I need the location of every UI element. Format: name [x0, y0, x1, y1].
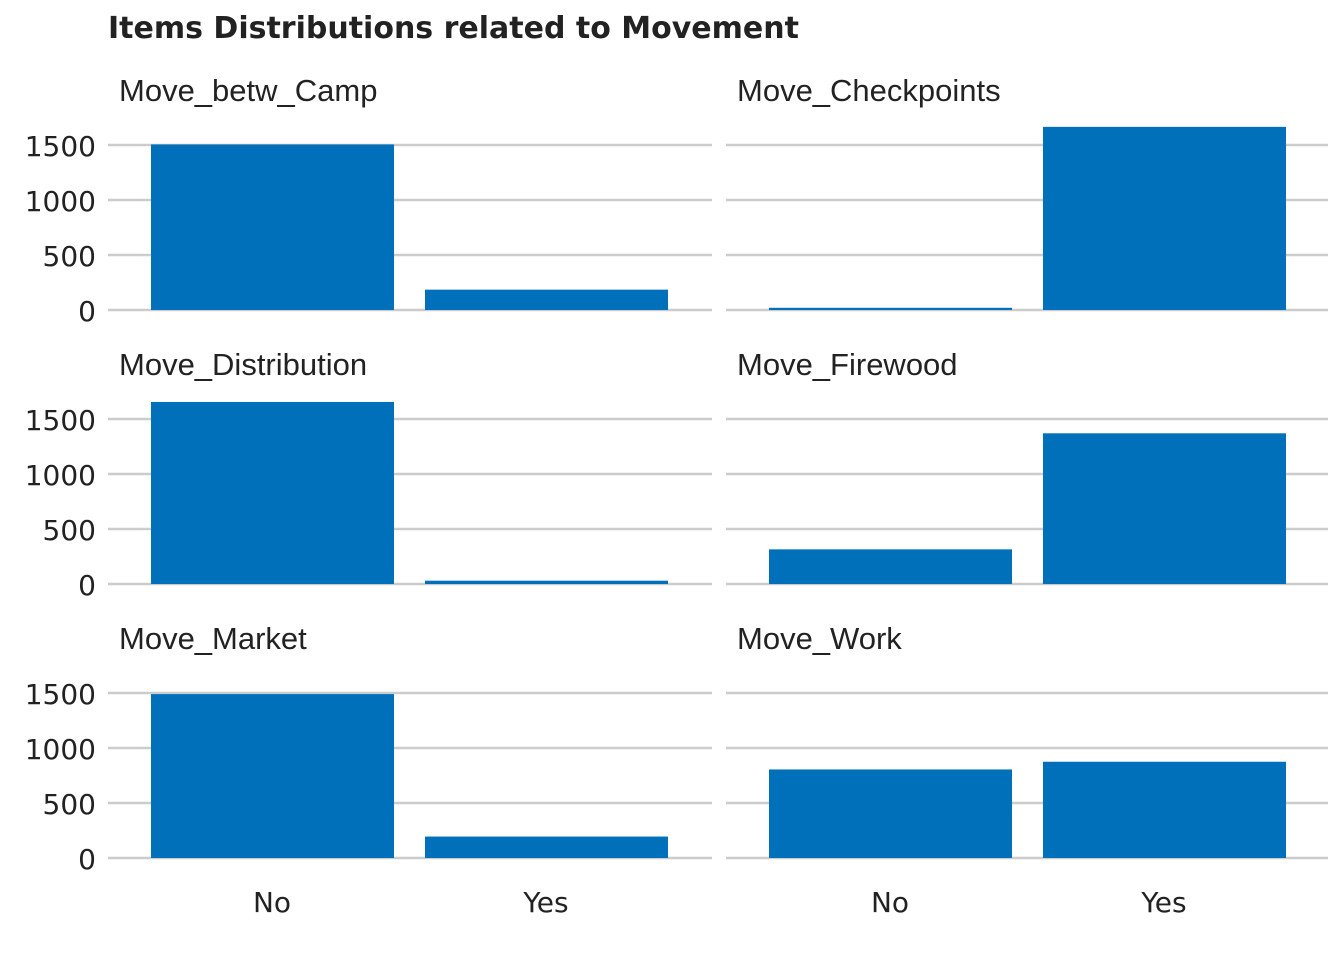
bar-yes [425, 836, 668, 858]
panel-move-checkpoints: Move_Checkpoints [726, 73, 1328, 312]
chart-panels: Move_betw_Camp 0 500 1000 1500 Move_Checkpoin… [25, 73, 1328, 919]
bar-no [769, 549, 1012, 584]
x-tick-label: Yes [1140, 886, 1186, 919]
y-tick-label: 0 [78, 843, 96, 876]
bar-yes [1043, 126, 1286, 310]
bar-yes [1043, 433, 1286, 584]
chart-title: Items Distributions related to Movement [108, 11, 799, 46]
panel-move-firewood: Move_Firewood [726, 347, 1328, 586]
panel-title: Move_Distribution [119, 347, 367, 382]
panel-title: Move_Market [119, 621, 307, 656]
panel-title: Move_Work [737, 621, 902, 656]
panel-title: Move_Firewood [737, 347, 958, 382]
y-tick-label: 1500 [25, 130, 96, 163]
y-tick-label: 1500 [25, 404, 96, 437]
y-tick-label: 0 [78, 569, 96, 602]
y-tick-label: 500 [43, 240, 96, 273]
y-tick-label: 1500 [25, 678, 96, 711]
panel-move-betw-camp: Move_betw_Camp 0 500 1000 1500 [25, 73, 712, 328]
panel-move-distribution: Move_Distribution 0 500 1000 1500 [25, 347, 712, 602]
y-tick-label: 1000 [25, 459, 96, 492]
y-tick-label: 500 [43, 514, 96, 547]
bar-no [151, 401, 394, 584]
bar-no [151, 694, 394, 858]
x-tick-label: Yes [522, 886, 568, 919]
panel-move-work: Move_Work No Yes [726, 621, 1328, 919]
x-tick-label: No [871, 886, 909, 919]
panel-move-market: Move_Market 0 500 1000 1500 No Yes [25, 621, 712, 919]
panel-title: Move_betw_Camp [119, 73, 377, 108]
bar-yes [1043, 761, 1286, 858]
bar-no [151, 144, 394, 310]
y-tick-label: 1000 [25, 185, 96, 218]
bar-yes [425, 580, 668, 584]
panel-title: Move_Checkpoints [737, 73, 1001, 108]
y-tick-label: 500 [43, 788, 96, 821]
y-tick-label: 0 [78, 295, 96, 328]
bar-no [769, 769, 1012, 858]
y-tick-label: 1000 [25, 733, 96, 766]
bar-yes [425, 289, 668, 310]
bar-no [769, 307, 1012, 310]
x-tick-label: No [253, 886, 291, 919]
